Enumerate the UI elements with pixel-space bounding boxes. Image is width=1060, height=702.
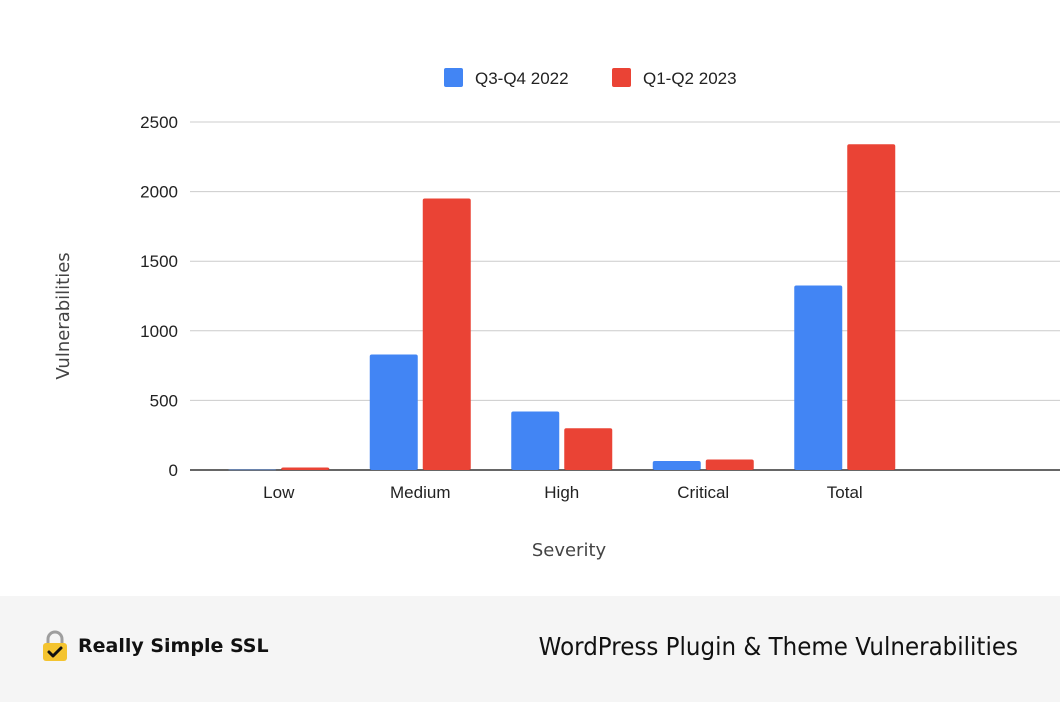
bar-medium-series-2 bbox=[422, 198, 471, 470]
legend-label: Q3-Q4 2022 bbox=[475, 69, 569, 88]
y-tick-label: 1500 bbox=[140, 252, 178, 271]
x-tick-label: Total bbox=[827, 483, 863, 502]
y-tick-label: 1000 bbox=[140, 322, 178, 341]
bar-high-series-1 bbox=[511, 411, 560, 470]
x-tick-label: Critical bbox=[677, 483, 729, 502]
x-tick-label: High bbox=[544, 483, 579, 502]
x-axis-title: Severity bbox=[532, 540, 607, 561]
bar-medium-series-1 bbox=[369, 354, 418, 470]
bar-critical-series-2 bbox=[705, 459, 754, 470]
bar-high-series-2 bbox=[564, 428, 613, 470]
y-tick-label: 0 bbox=[169, 461, 178, 480]
bar-chart: 0 500 1000 1500 2000 2500 Low Medium High Critica… bbox=[53, 68, 1060, 561]
y-tick-label: 2500 bbox=[140, 113, 178, 132]
bar-critical-series-1 bbox=[652, 460, 701, 470]
x-tick-label: Low bbox=[263, 483, 295, 502]
bar-low-series-2 bbox=[281, 467, 330, 470]
y-tick-label: 500 bbox=[150, 391, 178, 410]
bar-low-series-1 bbox=[228, 469, 277, 471]
legend-label: Q1-Q2 2023 bbox=[643, 69, 737, 88]
footer: Really Simple SSL WordPress Plugin & The… bbox=[0, 596, 1060, 702]
legend-swatch bbox=[612, 68, 631, 87]
lock-icon bbox=[43, 630, 67, 661]
x-tick-label: Medium bbox=[390, 483, 450, 502]
legend-swatch bbox=[444, 68, 463, 87]
y-axis-title: Vulnerabilities bbox=[53, 252, 74, 379]
footer-title: WordPress Plugin & Theme Vulnerabilities bbox=[538, 632, 1018, 661]
y-tick-label: 2000 bbox=[140, 183, 178, 202]
bar-total-series-2 bbox=[847, 144, 896, 470]
brand: Really Simple SSL bbox=[42, 630, 269, 662]
chart-area: 0 500 1000 1500 2000 2500 Low Medium High Critica… bbox=[53, 68, 1060, 561]
bar-total-series-1 bbox=[794, 285, 843, 470]
brand-name: Really Simple SSL bbox=[78, 635, 269, 657]
